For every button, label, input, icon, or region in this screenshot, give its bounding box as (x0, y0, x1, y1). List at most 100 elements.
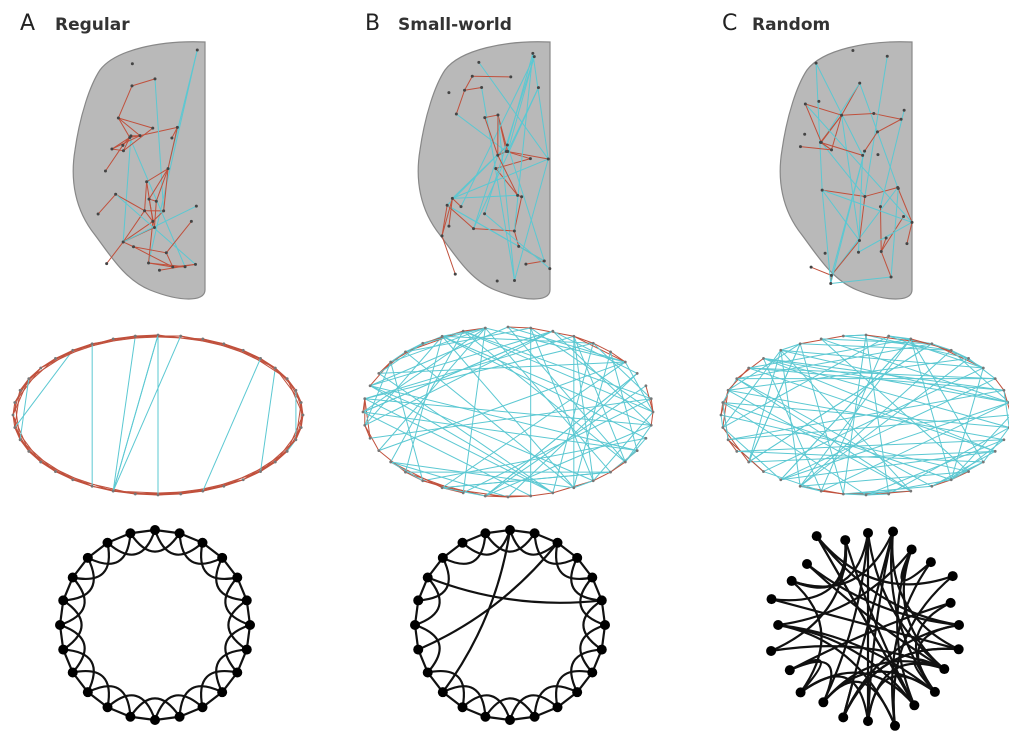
ring-node (890, 721, 900, 731)
ellipse-node (300, 401, 303, 404)
ellipse-node (295, 389, 298, 392)
brain-node (451, 197, 454, 200)
brain-node (165, 251, 168, 254)
ellipse-node (865, 494, 868, 497)
ellipse-edge (843, 335, 866, 336)
ellipse-node (222, 342, 225, 345)
brain-node (195, 205, 198, 208)
ring-node (597, 595, 607, 605)
brain-node (483, 116, 486, 119)
ellipse-edge (983, 428, 1009, 463)
ellipse-node (27, 450, 30, 453)
ring-node (802, 559, 812, 569)
ellipse-node (909, 338, 912, 341)
ellipse-node (735, 377, 738, 380)
ellipse-node (71, 478, 74, 481)
ring-node (150, 525, 160, 535)
ring-node (785, 665, 795, 675)
ellipse-node (507, 326, 510, 329)
ring-node (926, 557, 936, 567)
brain-node (851, 49, 854, 52)
brain-node (145, 180, 148, 183)
ring-node (907, 544, 917, 554)
ring-node (458, 702, 468, 712)
brain-node (885, 236, 888, 239)
brain-node (897, 187, 900, 190)
ellipse-node (994, 450, 997, 453)
brain-node (151, 220, 154, 223)
ring-node (818, 697, 828, 707)
ring-node (587, 573, 597, 583)
ellipse-node (39, 461, 42, 464)
ellipse-node (842, 335, 845, 338)
brain-node (162, 209, 165, 212)
ellipse-node (242, 478, 245, 481)
ring-node (909, 700, 919, 710)
ellipse-node (201, 338, 204, 341)
ellipse-edge (531, 493, 553, 496)
ellipse-node (222, 485, 225, 488)
ellipse-edge (113, 336, 135, 491)
ellipse-node (645, 384, 648, 387)
brain-node (121, 144, 124, 147)
brain-node (122, 240, 125, 243)
ellipse-node (441, 486, 444, 489)
ring-node (242, 645, 252, 655)
ellipse-node (650, 397, 653, 400)
ellipse-node (735, 450, 738, 453)
brain-node (863, 150, 866, 153)
ring-node (553, 702, 563, 712)
ellipse-node (27, 377, 30, 380)
ellipse-node (551, 491, 554, 494)
brain-node (529, 157, 532, 160)
ellipse-node (369, 384, 372, 387)
brain-node (533, 55, 536, 58)
ring-node (242, 595, 252, 605)
brain-node (821, 189, 824, 192)
brain-node (902, 215, 905, 218)
ellipse-node (1003, 389, 1006, 392)
ring-node (217, 687, 227, 697)
ring-node (125, 528, 135, 538)
ellipse-node (842, 493, 845, 496)
brain-node (496, 154, 499, 157)
brain-node (441, 234, 444, 237)
ellipse-node (91, 342, 94, 345)
brain-node (114, 193, 117, 196)
ellipse-node (462, 330, 465, 333)
ring-node (480, 712, 490, 722)
brain-node (132, 245, 135, 248)
ring-node (410, 620, 420, 630)
brain-node (155, 200, 158, 203)
ring-node (766, 646, 776, 656)
ellipse-node (12, 414, 15, 417)
ellipse-node (799, 342, 802, 345)
ring-node (423, 668, 433, 678)
brain-node (494, 167, 497, 170)
ellipse-node (592, 342, 595, 345)
brain-node (513, 279, 516, 282)
brain-node (97, 213, 100, 216)
ring-edge (443, 533, 486, 564)
brain-node (517, 245, 520, 248)
ellipse-node (134, 335, 137, 338)
ellipse-node (650, 424, 653, 427)
ellipse-node (377, 449, 380, 452)
brain-node (548, 267, 551, 270)
ellipse-edge (611, 462, 626, 472)
brain-node (910, 221, 913, 224)
ellipse-edge (781, 350, 911, 491)
ellipse-node (362, 411, 365, 414)
ring-node (55, 620, 65, 630)
brain-node (483, 212, 486, 215)
ellipse-edge (995, 379, 1004, 391)
ellipse-node (636, 372, 639, 375)
brain-node (447, 91, 450, 94)
ellipse-node (363, 397, 366, 400)
ring-node (232, 668, 242, 678)
brain-node (817, 100, 820, 103)
ellipse-node (507, 496, 510, 499)
ellipse-node (727, 389, 730, 392)
brain-node (110, 148, 113, 151)
ring-edge (228, 600, 246, 649)
